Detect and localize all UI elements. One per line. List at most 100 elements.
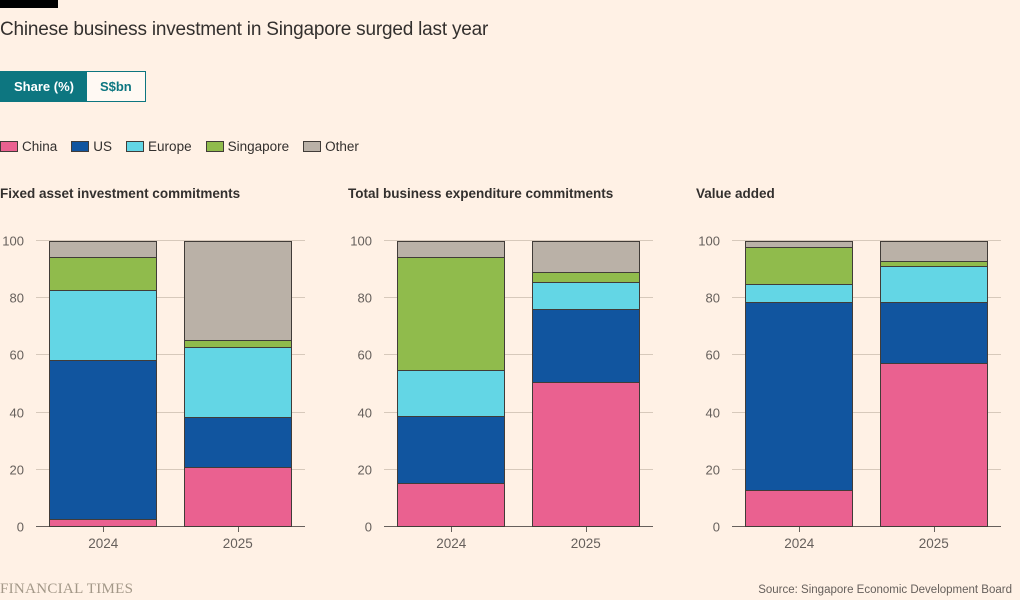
chart-body: 0 20 40 60 80 100 <box>696 235 1001 534</box>
y-tick-label: 0 <box>712 519 720 535</box>
bar-2024 <box>397 241 506 527</box>
chart-title: Fixed asset investment commitments <box>0 186 241 201</box>
chart-title: Value added <box>696 186 775 201</box>
gridline <box>732 297 1001 299</box>
bar-segment-other-2025 <box>183 241 292 342</box>
y-axis: 0 20 40 60 80 100 <box>348 235 384 534</box>
bar-segment-china-2025 <box>879 363 988 527</box>
y-tick-label: 40 <box>705 405 720 421</box>
legend-label-singapore: Singapore <box>227 139 290 154</box>
bar-segment-singapore-2024 <box>397 258 506 372</box>
source-note: Source: Singapore Economic Development B… <box>758 584 1012 596</box>
bar-segment-europe-2025 <box>531 282 640 310</box>
us-swatch-icon <box>71 141 90 152</box>
y-axis: 0 20 40 60 80 100 <box>696 235 732 534</box>
gridline <box>384 297 653 299</box>
legend-label-europe: Europe <box>148 139 192 154</box>
legend-label-other: Other <box>325 139 359 154</box>
legend-item-us: US <box>71 139 112 154</box>
legend-item-singapore: Singapore <box>205 139 290 154</box>
bar-segment-singapore-2025 <box>531 272 640 283</box>
bar-segment-us-2025 <box>183 418 292 469</box>
gridline <box>36 297 305 299</box>
singapore-swatch-icon <box>205 141 224 152</box>
y-tick-label: 80 <box>705 290 720 306</box>
y-tick-label: 20 <box>357 462 372 478</box>
bar-segment-us-2025 <box>531 309 640 383</box>
china-swatch-icon <box>0 141 18 152</box>
bar-segment-china-2024 <box>397 484 506 527</box>
bar-segment-other-2024 <box>49 241 158 259</box>
x-axis: 2024 2025 <box>36 536 305 554</box>
gridline <box>36 411 305 413</box>
gridline <box>384 411 653 413</box>
y-tick-label: 100 <box>2 233 24 249</box>
bar-2024 <box>745 241 854 527</box>
x-tick-label-2024: 2024 <box>436 536 467 551</box>
y-tick-label: 40 <box>357 405 372 421</box>
bar-segment-china-2024 <box>49 519 158 527</box>
gridline <box>36 468 305 470</box>
bar-2025 <box>879 241 988 527</box>
x-axis-tick <box>585 527 587 532</box>
y-tick-label: 40 <box>9 405 24 421</box>
bar-2025 <box>183 241 292 527</box>
y-tick-label: 60 <box>705 347 720 363</box>
bar-2025 <box>531 241 640 527</box>
bar-segment-china-2025 <box>531 382 640 527</box>
europe-swatch-icon <box>126 141 145 152</box>
bar-segment-europe-2024 <box>49 291 158 362</box>
y-tick-label: 80 <box>357 290 372 306</box>
bar-segment-europe-2024 <box>745 285 854 303</box>
chart-title: Total business expenditure commitments <box>348 186 614 201</box>
legend-item-europe: Europe <box>126 139 192 154</box>
gridline <box>384 240 653 241</box>
toggle-ssbn-button[interactable]: S$bn <box>86 72 145 101</box>
bar-segment-europe-2024 <box>397 371 506 417</box>
y-tick-label: 80 <box>9 290 24 306</box>
bar-2024 <box>49 241 158 527</box>
plot-area <box>36 240 305 532</box>
gridline <box>732 468 1001 470</box>
footer: FINANCIAL TIMES Source: Singapore Econom… <box>0 581 1012 598</box>
toggle-share-percent-button[interactable]: Share (%) <box>1 72 87 101</box>
legend-label-china: China <box>22 139 58 154</box>
bar-segment-singapore-2024 <box>49 258 158 292</box>
bar-segment-other-2024 <box>745 241 854 249</box>
bar-segment-other-2025 <box>531 241 640 273</box>
legend-item-china: China <box>0 139 57 154</box>
legend: China US Europe Singapore Other <box>0 139 1020 154</box>
plot-area <box>732 240 1001 532</box>
chart-body: 0 20 40 60 80 100 <box>348 235 653 534</box>
y-tick-label: 0 <box>16 519 24 535</box>
y-tick-label: 60 <box>357 347 372 363</box>
x-tick-label-2025: 2025 <box>918 536 949 551</box>
bar-segment-other-2024 <box>397 241 506 259</box>
x-axis-tick <box>933 527 935 532</box>
x-axis-line <box>36 526 305 527</box>
y-axis: 0 20 40 60 80 100 <box>0 235 36 534</box>
bar-segment-europe-2025 <box>183 348 292 419</box>
chart-body: 0 20 40 60 80 100 <box>0 235 305 534</box>
x-axis: 2024 2025 <box>732 536 1001 554</box>
legend-label-us: US <box>93 139 113 154</box>
x-axis-line <box>732 526 1001 527</box>
ft-top-rule <box>0 0 58 8</box>
y-tick-label: 100 <box>698 233 720 249</box>
y-tick-label: 100 <box>350 233 372 249</box>
charts-row: Fixed asset investment commitments 0 20 40 6… <box>0 187 1001 554</box>
bar-segment-us-2024 <box>745 302 854 492</box>
bar-segment-us-2024 <box>397 416 506 485</box>
bar-segment-china-2025 <box>183 468 292 527</box>
gridline <box>384 468 653 470</box>
bar-segment-china-2024 <box>745 491 854 527</box>
y-tick-label: 60 <box>9 347 24 363</box>
gridline <box>36 240 305 241</box>
chart-fixed-asset-investment-commitments: Fixed asset investment commitments 0 20 40 6… <box>0 187 305 554</box>
legend-item-other: Other <box>303 139 359 154</box>
bar-segment-singapore-2024 <box>745 248 854 286</box>
x-tick-label-2025: 2025 <box>570 536 601 551</box>
x-tick-label-2025: 2025 <box>222 536 253 551</box>
x-axis-tick <box>103 527 105 532</box>
